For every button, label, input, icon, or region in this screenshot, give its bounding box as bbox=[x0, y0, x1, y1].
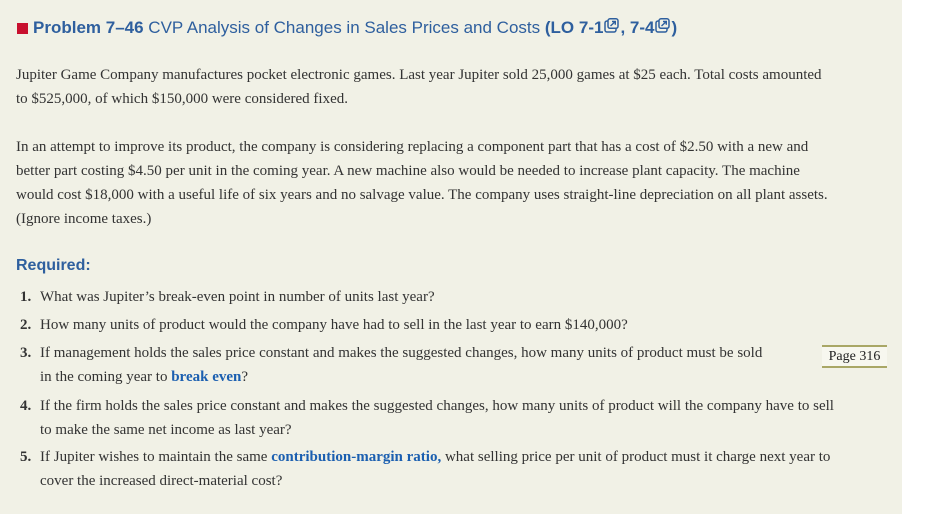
paragraph-line: In an attempt to improve its product, th… bbox=[16, 139, 809, 155]
question-text: What was Jupiter’s break-even point in n… bbox=[40, 289, 435, 305]
problem-title: CVP Analysis of Changes in Sales Prices … bbox=[148, 18, 541, 37]
paragraph-line: to $525,000, of which $150,000 were cons… bbox=[16, 91, 349, 107]
question-3: 3. If management holds the sales price co… bbox=[20, 341, 762, 389]
question-number: 4. bbox=[20, 398, 32, 414]
lo-separator[interactable]: , 7-4 bbox=[620, 18, 655, 37]
question-text: How many units of product would the comp… bbox=[40, 317, 628, 333]
problem-panel: Problem 7–46 CVP Analysis of Changes in … bbox=[0, 0, 902, 514]
problem-marker-icon bbox=[17, 22, 28, 34]
paragraph-line: better part costing $4.50 per unit in th… bbox=[16, 163, 800, 179]
lo-close: ) bbox=[671, 18, 678, 37]
question-2: 2. How many units of product would the co… bbox=[20, 313, 628, 337]
glossary-term-contribution-margin-ratio[interactable]: contribution-margin ratio, bbox=[271, 449, 442, 465]
external-link-icon[interactable] bbox=[604, 18, 620, 38]
question-text: in the coming year to bbox=[40, 369, 172, 385]
paragraph-line: would cost $18,000 with a useful life of… bbox=[16, 187, 828, 203]
question-4: 4. If the firm holds the sales price cons… bbox=[20, 394, 834, 442]
lo-open[interactable]: (LO 7-1 bbox=[544, 18, 604, 37]
question-text: what selling price per unit of product m… bbox=[441, 449, 831, 465]
problem-header: Problem 7–46 CVP Analysis of Changes in … bbox=[17, 18, 677, 38]
problem-number: Problem 7–46 bbox=[33, 18, 144, 37]
question-text: If management holds the sales price cons… bbox=[40, 345, 763, 361]
question-text: to make the same net income as last year… bbox=[40, 422, 292, 438]
required-heading: Required: bbox=[16, 257, 91, 274]
paragraph-line: (Ignore income taxes.) bbox=[16, 211, 152, 227]
question-text: If the firm holds the sales price consta… bbox=[40, 398, 834, 414]
paragraph-proposal: In an attempt to improve its product, th… bbox=[16, 135, 828, 231]
question-text: ? bbox=[241, 369, 249, 385]
external-link-icon[interactable] bbox=[655, 18, 671, 38]
paragraph-intro: Jupiter Game Company manufactures pocket… bbox=[16, 63, 822, 111]
question-text: If Jupiter wishes to maintain the same bbox=[40, 449, 272, 465]
question-1: 1. What was Jupiter’s break-even point in… bbox=[20, 285, 435, 309]
question-text: cover the increased direct-material cost… bbox=[40, 473, 283, 489]
question-number: 3. bbox=[20, 345, 32, 361]
question-number: 2. bbox=[20, 317, 32, 333]
paragraph-line: Jupiter Game Company manufactures pocket… bbox=[16, 67, 822, 83]
question-5: 5. If Jupiter wishes to maintain the same… bbox=[20, 445, 830, 493]
question-number: 5. bbox=[20, 449, 32, 465]
question-number: 1. bbox=[20, 289, 32, 305]
glossary-term-break-even[interactable]: break even bbox=[171, 369, 242, 385]
page-marker: Page 316 bbox=[822, 345, 887, 368]
